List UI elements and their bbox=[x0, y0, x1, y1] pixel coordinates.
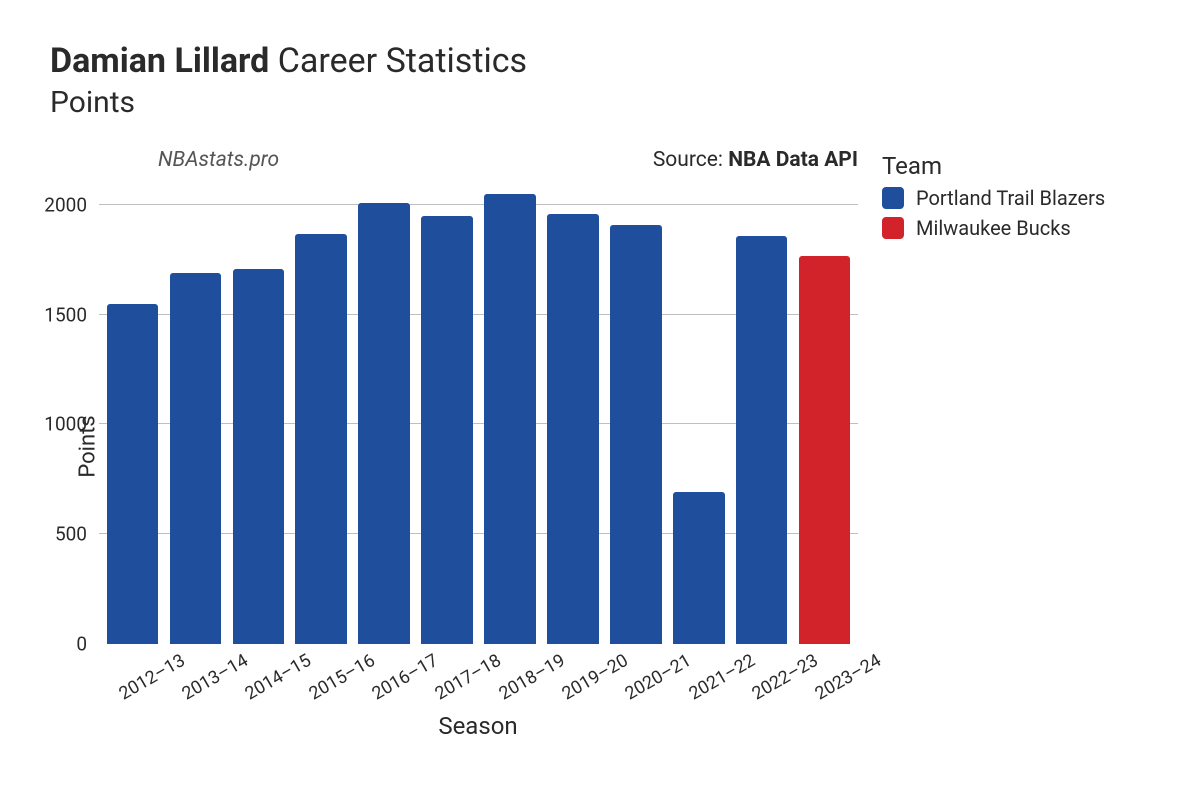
legend: Team Portland Trail Blazers Milwaukee Buc… bbox=[882, 152, 1105, 246]
bar-slot bbox=[541, 184, 604, 644]
bar bbox=[484, 194, 536, 643]
chart-title-metric: Points bbox=[50, 85, 1150, 120]
y-tick-label: 2000 bbox=[44, 194, 87, 217]
bar bbox=[673, 492, 725, 643]
bars-container bbox=[99, 184, 858, 644]
x-tick-label: 2014–15 bbox=[242, 650, 315, 704]
credits-row: NBAstats.pro Source: NBA Data API bbox=[98, 148, 858, 178]
x-tick-label: 2019–20 bbox=[558, 650, 631, 704]
bar-slot bbox=[793, 184, 856, 644]
x-tick-label: 2015–16 bbox=[305, 650, 378, 704]
bar bbox=[421, 216, 473, 643]
y-tick-label: 1000 bbox=[44, 413, 87, 436]
y-tick-label: 500 bbox=[55, 522, 87, 545]
x-axis-label: Season bbox=[438, 712, 517, 740]
bar bbox=[799, 256, 851, 644]
legend-label: Milwaukee Bucks bbox=[916, 216, 1071, 240]
bar bbox=[358, 203, 410, 643]
bar bbox=[233, 269, 285, 644]
x-tick-label: 2023–24 bbox=[812, 650, 885, 704]
x-tick-label: 2017–18 bbox=[432, 650, 505, 704]
x-tick-label: 2022–23 bbox=[748, 650, 821, 704]
plot-area: 0500100015002000 bbox=[98, 184, 858, 644]
bar bbox=[547, 214, 599, 643]
plot-column: Points NBAstats.pro Source: NBA Data API… bbox=[98, 148, 858, 720]
source-name: NBA Data API bbox=[728, 148, 858, 172]
source-prefix: Source: bbox=[653, 148, 728, 172]
x-tick-label: 2021–22 bbox=[685, 650, 758, 704]
bar-slot bbox=[164, 184, 227, 644]
legend-item: Milwaukee Bucks bbox=[882, 216, 1105, 240]
bar-slot bbox=[604, 184, 667, 644]
legend-swatch bbox=[882, 217, 904, 239]
page-root: Damian Lillard Career Statistics Points … bbox=[0, 0, 1200, 800]
bar bbox=[170, 273, 222, 643]
x-axis: Season 2012–132013–142014–152015–162016–… bbox=[98, 650, 858, 720]
legend-label: Portland Trail Blazers bbox=[916, 186, 1105, 210]
x-tick-label: 2018–19 bbox=[495, 650, 568, 704]
bar bbox=[736, 236, 788, 643]
y-tick-label: 0 bbox=[76, 632, 87, 655]
bar-slot bbox=[227, 184, 290, 644]
bar-slot bbox=[290, 184, 353, 644]
player-name: Damian Lillard bbox=[50, 41, 269, 81]
bar-slot bbox=[667, 184, 730, 644]
source-credit: Source: NBA Data API bbox=[653, 148, 858, 172]
x-tick-label: 2012–13 bbox=[115, 650, 188, 704]
legend-title: Team bbox=[882, 152, 1105, 180]
bar-slot bbox=[416, 184, 479, 644]
bar bbox=[610, 225, 662, 643]
chart-title-line1: Damian Lillard Career Statistics bbox=[50, 40, 1150, 83]
y-tick-label: 1500 bbox=[44, 303, 87, 326]
bar bbox=[295, 234, 347, 644]
bar-slot bbox=[479, 184, 542, 644]
x-tick-label: 2016–17 bbox=[368, 650, 441, 704]
chart-wrap: Points NBAstats.pro Source: NBA Data API… bbox=[50, 148, 1150, 720]
x-tick-label: 2013–14 bbox=[178, 650, 251, 704]
bar bbox=[107, 304, 159, 644]
x-tick-label: 2020–21 bbox=[622, 650, 695, 704]
bar-slot bbox=[101, 184, 164, 644]
legend-item: Portland Trail Blazers bbox=[882, 186, 1105, 210]
bar-slot bbox=[730, 184, 793, 644]
title-rest: Career Statistics bbox=[278, 41, 527, 81]
watermark-text: NBAstats.pro bbox=[158, 148, 279, 172]
legend-swatch bbox=[882, 187, 904, 209]
bar-slot bbox=[353, 184, 416, 644]
